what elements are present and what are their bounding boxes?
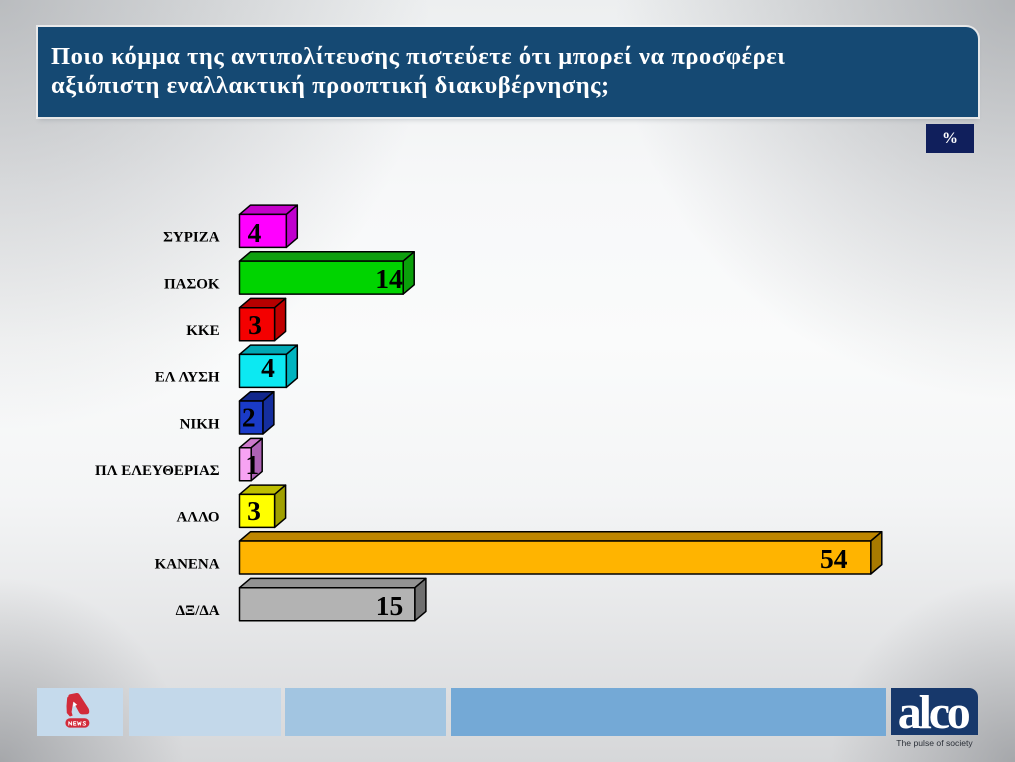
svg-text:ΝΙΚΗ: ΝΙΚΗ (180, 416, 220, 432)
svg-text:15: 15 (376, 590, 404, 621)
svg-text:4: 4 (248, 217, 262, 248)
svg-text:3: 3 (247, 495, 261, 526)
svg-text:4: 4 (261, 352, 275, 383)
svg-text:ΣΥΡΙΖΑ: ΣΥΡΙΖΑ (163, 230, 220, 246)
svg-text:ΕΛ ΛΥΣΗ: ΕΛ ΛΥΣΗ (155, 370, 220, 386)
svg-text:ΚΑΝΕΝΑ: ΚΑΝΕΝΑ (155, 556, 220, 572)
svg-text:ΔΞ/ΔΑ: ΔΞ/ΔΑ (176, 603, 220, 619)
svg-text:1: 1 (245, 449, 259, 480)
svg-text:ΠΑΣΟΚ: ΠΑΣΟΚ (164, 276, 220, 292)
svg-text:2: 2 (242, 402, 256, 433)
svg-text:ΑΛΛΟ: ΑΛΛΟ (176, 510, 219, 526)
svg-text:54: 54 (820, 543, 848, 574)
svg-text:14: 14 (375, 263, 403, 294)
svg-text:ΚΚΕ: ΚΚΕ (186, 323, 219, 339)
svg-text:ΠΛ ΕΛΕΥΘΕΡΙΑΣ: ΠΛ ΕΛΕΥΘΕΡΙΑΣ (95, 463, 220, 479)
svg-text:3: 3 (248, 309, 262, 340)
